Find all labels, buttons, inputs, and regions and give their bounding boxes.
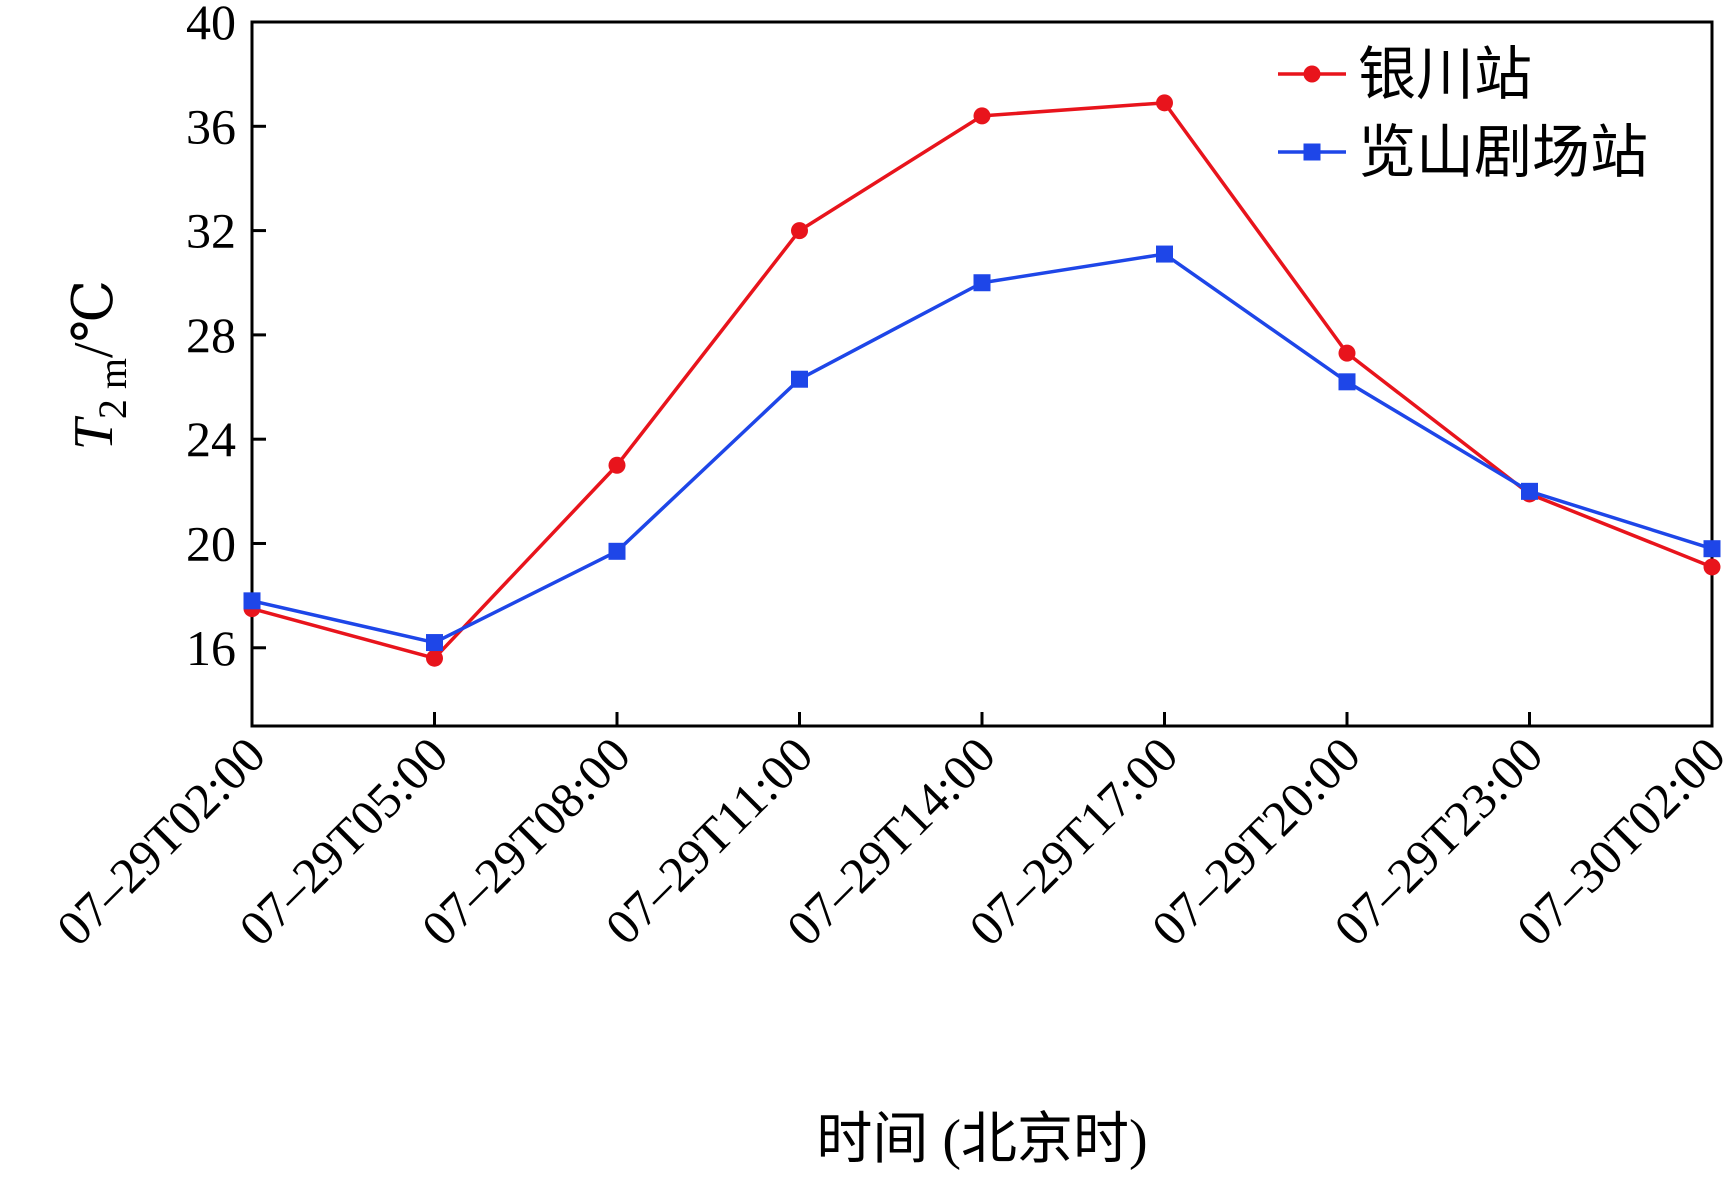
data-point bbox=[426, 634, 443, 652]
legend-label: 银川站 bbox=[1358, 42, 1532, 107]
y-tick-label: 40 bbox=[186, 0, 236, 50]
legend-entry: 银川站 bbox=[1278, 42, 1532, 107]
data-point bbox=[608, 542, 626, 560]
y-tick-label: 16 bbox=[186, 620, 236, 676]
y-axis-title: T2 m/℃ bbox=[63, 280, 135, 450]
x-axis-title: 时间 (北京时) bbox=[816, 1109, 1147, 1171]
data-point bbox=[1521, 482, 1538, 500]
series-line bbox=[251, 101, 1713, 660]
y-tick-label: 32 bbox=[186, 203, 236, 259]
data-point bbox=[1156, 94, 1173, 112]
data-point bbox=[608, 456, 626, 474]
y-axis-subscript: 2 m bbox=[90, 358, 135, 419]
y-tick-label: 24 bbox=[186, 411, 236, 467]
y-tick-label: 36 bbox=[186, 98, 236, 154]
legend-label: 览山剧场站 bbox=[1358, 120, 1648, 185]
x-axis-ticks: 07–29T02:0007–29T05:0007–29T08:0007–29T1… bbox=[46, 712, 1732, 956]
series-layer bbox=[243, 94, 1721, 667]
series-2 bbox=[243, 245, 1721, 652]
data-point bbox=[973, 107, 991, 125]
data-point bbox=[243, 592, 261, 610]
legend-marker bbox=[1303, 143, 1321, 161]
data-point bbox=[1703, 558, 1721, 576]
data-point bbox=[791, 370, 808, 388]
data-point bbox=[1703, 540, 1721, 558]
y-axis-unit: /℃ bbox=[63, 280, 125, 358]
series-line bbox=[251, 252, 1713, 645]
legend-entry: 览山剧场站 bbox=[1278, 120, 1648, 185]
y-axis-ticks: 16 20 24 28 32 36 40 bbox=[186, 0, 266, 676]
legend-marker bbox=[1303, 65, 1321, 83]
data-point bbox=[791, 222, 808, 240]
y-axis-symbol: T bbox=[63, 415, 125, 450]
data-point bbox=[1156, 245, 1173, 263]
data-point bbox=[973, 274, 991, 292]
data-point bbox=[1338, 373, 1356, 391]
data-point bbox=[1338, 344, 1356, 362]
data-point bbox=[426, 649, 443, 667]
y-tick-label: 20 bbox=[186, 515, 236, 571]
y-tick-label: 28 bbox=[186, 307, 236, 363]
